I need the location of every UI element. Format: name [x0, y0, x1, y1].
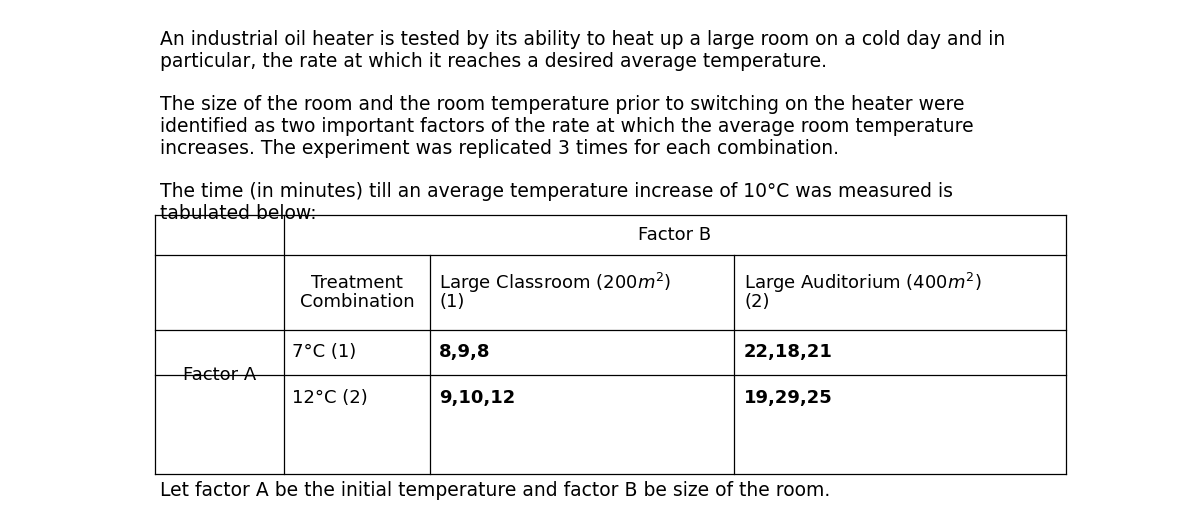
Text: An industrial oil heater is tested by its ability to heat up a large room on a c: An industrial oil heater is tested by it… — [160, 30, 1004, 49]
Text: Combination: Combination — [300, 293, 414, 311]
Text: tabulated below:: tabulated below: — [160, 204, 317, 223]
Text: 19,29,25: 19,29,25 — [744, 388, 833, 407]
Text: Treatment: Treatment — [311, 274, 403, 292]
Text: 9,10,12: 9,10,12 — [439, 388, 516, 407]
Text: (1): (1) — [439, 293, 464, 311]
Text: 12°C (2): 12°C (2) — [292, 388, 367, 407]
Text: Factor B: Factor B — [638, 226, 712, 244]
Text: Large Classroom (200$m^2$): Large Classroom (200$m^2$) — [439, 271, 672, 295]
Text: 7°C (1): 7°C (1) — [292, 343, 356, 362]
Text: Let factor A be the initial temperature and factor B be size of the room.: Let factor A be the initial temperature … — [160, 481, 830, 500]
Text: 8,9,8: 8,9,8 — [439, 343, 491, 362]
Text: (2): (2) — [744, 293, 769, 311]
Text: 22,18,21: 22,18,21 — [744, 343, 833, 362]
Text: identified as two important factors of the rate at which the average room temper: identified as two important factors of t… — [160, 117, 973, 136]
Text: The size of the room and the room temperature prior to switching on the heater w: The size of the room and the room temper… — [160, 95, 964, 114]
Text: Large Auditorium (400$m^2$): Large Auditorium (400$m^2$) — [744, 271, 982, 295]
Text: increases. The experiment was replicated 3 times for each combination.: increases. The experiment was replicated… — [160, 139, 839, 158]
Text: The time (in minutes) till an average temperature increase of 10°C was measured : The time (in minutes) till an average te… — [160, 182, 953, 202]
Text: particular, the rate at which it reaches a desired average temperature.: particular, the rate at which it reaches… — [160, 52, 827, 71]
Text: Factor A: Factor A — [182, 366, 257, 384]
